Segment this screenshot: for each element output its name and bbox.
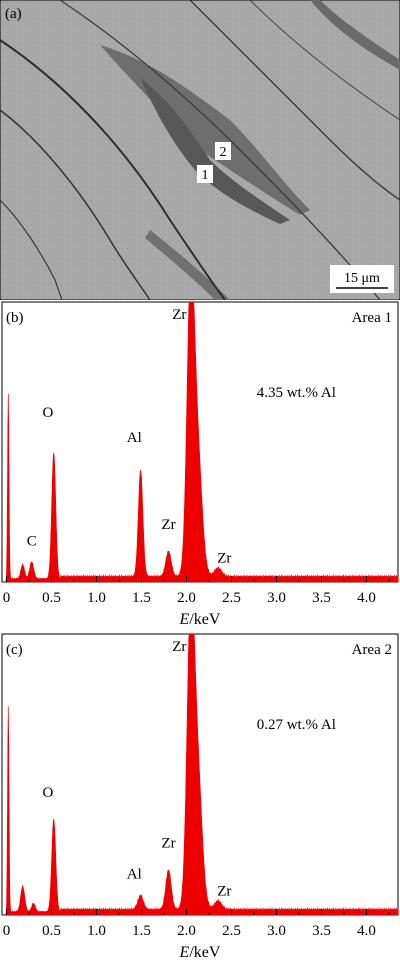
element-label: O — [42, 405, 53, 421]
element-label: Al — [127, 430, 142, 446]
panel-a-label: (a) — [5, 6, 22, 22]
x-tick-label: 4.0 — [357, 923, 376, 939]
spectrum-chart-b: 0 0.5 1.0 1.5 2.0 2.5 3.0 3.5 4.0 E/keV Zr O Al Zr C Zr… — [1, 301, 399, 628]
spectrum-area — [2, 301, 399, 583]
x-tick-label: 0 — [3, 590, 11, 606]
spectrum-area — [2, 633, 399, 916]
element-label: Zr — [172, 307, 186, 323]
element-label: Zr — [217, 550, 231, 566]
element-label: Zr — [217, 883, 231, 899]
x-tick-label: 1.0 — [87, 923, 106, 939]
x-tick-label: 2.0 — [177, 590, 196, 606]
eds-spectrum-area-2: 0 0.5 1.0 1.5 2.0 2.5 3.0 3.5 4.0 E/keV Zr O Zr Al Zr (… — [0, 632, 400, 965]
area-label: Area 2 — [352, 642, 392, 658]
scale-bar-label: 15 μm — [344, 271, 380, 286]
area-label: Area 1 — [352, 310, 392, 326]
x-tick-label: 3.0 — [267, 590, 286, 606]
element-label: C — [27, 534, 37, 550]
x-axis-label: E/keV — [179, 944, 221, 961]
element-label: Zr — [172, 639, 186, 655]
x-axis-label: E/keV — [179, 611, 221, 628]
element-label: Al — [127, 866, 142, 882]
eds-spectrum-area-1: 0 0.5 1.0 1.5 2.0 2.5 3.0 3.5 4.0 E/keV Zr O Al Zr C Zr… — [0, 300, 400, 632]
sem-micrograph-panel: 2 1 (a) 15 μm — [0, 0, 400, 301]
composition-annotation: 4.35 wt.% Al — [257, 385, 336, 401]
element-label: Zr — [161, 517, 175, 533]
composition-annotation: 0.27 wt.% Al — [257, 717, 336, 733]
marker-2: 2 — [220, 145, 227, 160]
marker-1-box — [197, 165, 213, 183]
x-tick-label: 3.5 — [312, 590, 331, 606]
x-tick-label: 3.5 — [312, 923, 331, 939]
panel-label: (b) — [6, 310, 24, 326]
x-tick-label: 3.0 — [267, 923, 286, 939]
x-tick-label: 1.5 — [132, 923, 151, 939]
x-tick-label: 2.5 — [222, 923, 241, 939]
marker-2-box — [215, 142, 231, 160]
x-tick-label: 2.0 — [177, 923, 196, 939]
x-tick-label: 0.5 — [42, 590, 61, 606]
sem-image: 2 1 (a) 15 μm — [0, 0, 400, 301]
element-label: Zr — [161, 836, 175, 852]
x-tick-label: 0.5 — [42, 923, 61, 939]
x-tick-label: 4.0 — [357, 590, 376, 606]
x-tick-label: 1.5 — [132, 590, 151, 606]
element-label: O — [42, 785, 53, 801]
x-tick-label: 1.0 — [87, 590, 106, 606]
spectrum-chart-c: 0 0.5 1.0 1.5 2.0 2.5 3.0 3.5 4.0 E/keV Zr O Zr Al Zr (… — [1, 633, 399, 961]
marker-1: 1 — [202, 168, 209, 183]
x-tick-label: 2.5 — [222, 590, 241, 606]
x-tick-label: 0 — [3, 923, 11, 939]
panel-label: (c) — [6, 642, 23, 658]
